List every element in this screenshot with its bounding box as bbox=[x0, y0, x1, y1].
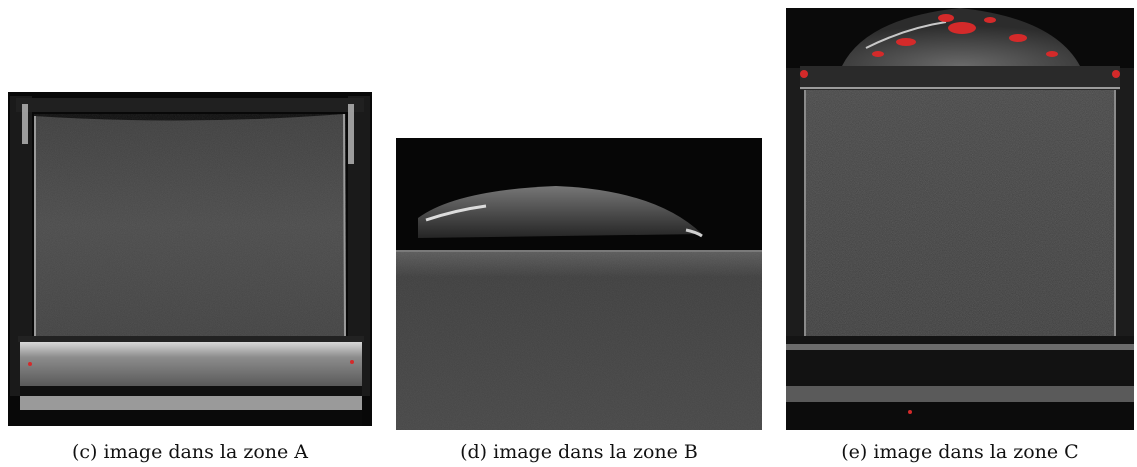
figure-caption: (c) image dans la zone A bbox=[71, 441, 309, 463]
figure-caption: (e) image dans la zone C bbox=[841, 441, 1079, 463]
zone-b-image bbox=[396, 138, 762, 430]
zone-c-image bbox=[786, 8, 1134, 430]
zone-a-image bbox=[8, 92, 372, 426]
figure-caption: (d) image dans la zone B bbox=[460, 441, 698, 463]
